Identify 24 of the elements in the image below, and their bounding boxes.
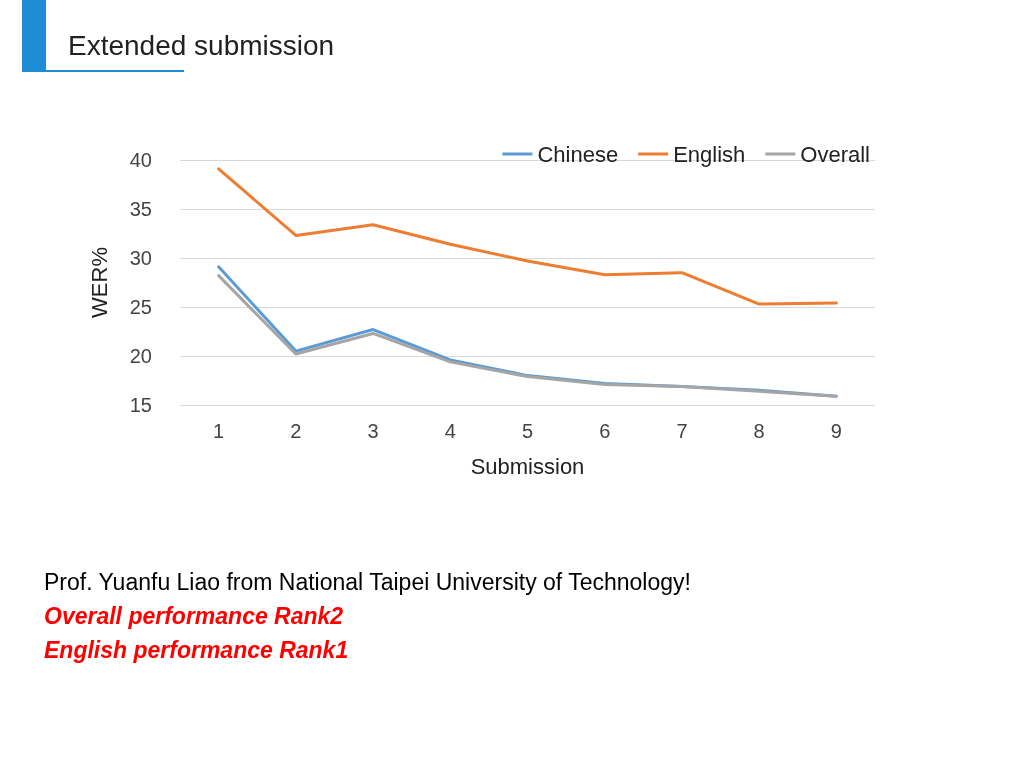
legend-label: Overall — [800, 141, 870, 167]
x-tick-label: 9 — [830, 420, 842, 442]
x-tick-label: 2 — [290, 420, 302, 442]
y-tick-label: 25 — [129, 296, 152, 318]
x-tick-label: 3 — [367, 420, 379, 442]
y-tick-label: 35 — [129, 198, 152, 220]
legend-label: Chinese — [537, 141, 619, 167]
text: English performance Rank1 — [44, 636, 350, 665]
text: Prof. Yuanfu Liao from National Taipei University of Technology! — [44, 568, 691, 597]
legend-label: English — [673, 141, 746, 167]
x-tick-label: 6 — [599, 420, 611, 442]
y-axis-title: WER% — [86, 247, 112, 318]
text: Overall performance Rank2 — [44, 602, 345, 631]
x-tick-label: 8 — [753, 420, 765, 442]
y-tick-label: 20 — [129, 345, 152, 367]
x-tick-label: 5 — [521, 420, 534, 442]
x-tick-label: 1 — [213, 420, 225, 442]
x-tick-label: 7 — [676, 420, 688, 442]
y-tick-label: 30 — [129, 247, 152, 269]
y-tick-label: 40 — [129, 149, 152, 171]
x-axis-title: Submission — [470, 453, 585, 479]
x-tick-label: 4 — [444, 420, 456, 442]
y-tick-label: 15 — [129, 394, 152, 416]
chart-title: Extended submission — [68, 30, 335, 62]
